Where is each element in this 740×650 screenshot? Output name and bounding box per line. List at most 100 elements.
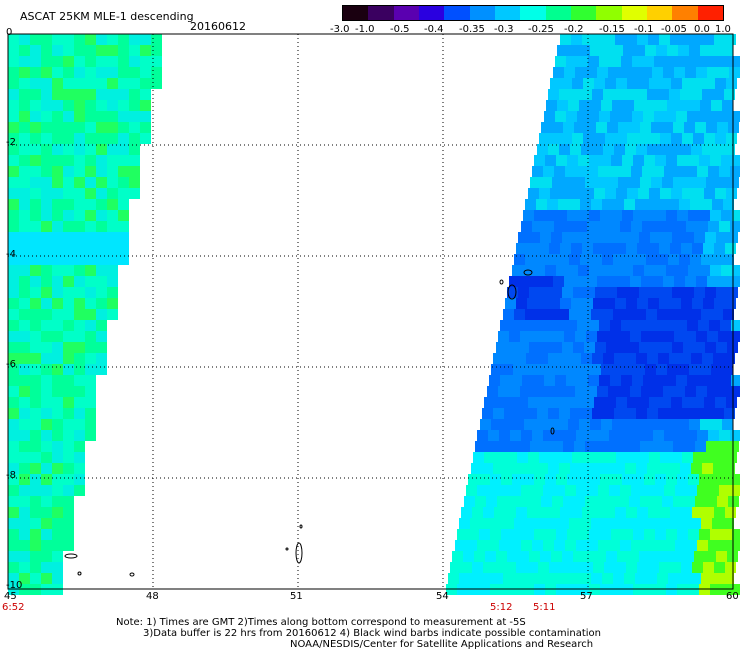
wind-cell [636, 463, 647, 474]
wind-cell [617, 342, 628, 353]
wind-cell [659, 562, 670, 573]
wind-cell [52, 419, 63, 430]
wind-cell [655, 155, 666, 166]
wind-cell [74, 89, 85, 100]
wind-cell [633, 210, 644, 221]
wind-cell [96, 320, 107, 331]
wind-cell [19, 430, 30, 441]
wind-cell [716, 287, 727, 298]
wind-cell [711, 45, 722, 56]
wind-cell [41, 320, 52, 331]
wind-cell [52, 518, 63, 529]
wind-cell [96, 133, 107, 144]
wind-cell [508, 441, 519, 452]
wind-cell [624, 309, 635, 320]
wind-cell [30, 397, 41, 408]
wind-cell [667, 100, 678, 111]
wind-cell [63, 353, 74, 364]
wind-cell [63, 78, 74, 89]
wind-cell [63, 298, 74, 309]
wind-cell [74, 210, 85, 221]
wind-cell [19, 375, 30, 386]
wind-cell [554, 430, 565, 441]
wind-cell [30, 507, 41, 518]
wind-cell [518, 232, 529, 243]
wind-cell [695, 177, 706, 188]
wind-cell [669, 463, 680, 474]
wind-cell [560, 34, 571, 45]
wind-cell [74, 232, 85, 243]
wind-cell [637, 507, 648, 518]
wind-cell [118, 232, 129, 243]
wind-cell [525, 573, 536, 584]
wind-cell [629, 122, 640, 133]
wind-cell [590, 100, 601, 111]
wind-cell [617, 551, 628, 562]
wind-cell [559, 144, 570, 155]
wind-cell [701, 309, 712, 320]
pass-time-left: 6:52 [2, 602, 25, 613]
wind-cell [686, 485, 697, 496]
wind-cell [491, 419, 502, 430]
wind-cell [129, 67, 140, 78]
wind-cell [653, 430, 664, 441]
wind-cell [8, 408, 19, 419]
colorbar-segment [570, 6, 597, 20]
wind-cell [706, 441, 717, 452]
wind-cell [602, 573, 613, 584]
wind-cell [85, 287, 96, 298]
wind-cell [665, 111, 676, 122]
wind-cell [52, 243, 63, 254]
wind-cell [479, 474, 490, 485]
wind-cell [96, 364, 107, 375]
wind-cell [30, 166, 41, 177]
wind-cell [624, 573, 635, 584]
wind-cell [8, 309, 19, 320]
wind-cell [8, 419, 19, 430]
wind-cell [107, 155, 118, 166]
wind-cell [729, 331, 740, 342]
wind-cell [129, 155, 140, 166]
wind-cell [698, 56, 709, 67]
wind-cell [569, 309, 580, 320]
lat-label-4: -4 [6, 249, 16, 260]
wind-cell [538, 562, 549, 573]
colorbar-tick-label: -0.4 [424, 24, 444, 35]
wind-cell [620, 221, 631, 232]
wind-cell [564, 67, 575, 78]
wind-cell [671, 78, 682, 89]
island-outline [295, 542, 303, 564]
colorbar-tick-label: -0.25 [528, 24, 554, 35]
wind-cell [19, 320, 30, 331]
wind-cell [608, 331, 619, 342]
wind-cell [707, 386, 718, 397]
wind-cell [63, 276, 74, 287]
wind-cell [607, 496, 618, 507]
wind-cell [691, 463, 702, 474]
wind-cell [107, 254, 118, 265]
wind-cell [96, 78, 107, 89]
island-outline [507, 284, 517, 300]
wind-cell [576, 430, 587, 441]
wind-cell [19, 452, 30, 463]
wind-cell [19, 34, 30, 45]
wind-cell [52, 188, 63, 199]
wind-cell [8, 177, 19, 188]
wind-cell [585, 177, 596, 188]
wind-cell [575, 331, 586, 342]
wind-cell [667, 419, 678, 430]
wind-cell [96, 89, 107, 100]
wind-cell [96, 45, 107, 56]
wind-cell [74, 34, 85, 45]
colorbar-tick-label: -0.35 [459, 24, 485, 35]
wind-cell [514, 254, 525, 265]
wind-cell [589, 474, 600, 485]
wind-cell [569, 518, 580, 529]
wind-cell [63, 232, 74, 243]
wind-cell [641, 331, 652, 342]
wind-cell [576, 221, 587, 232]
wind-cell [52, 232, 63, 243]
wind-cell [96, 331, 107, 342]
wind-cell [590, 364, 601, 375]
colorbar-segment [697, 6, 723, 20]
